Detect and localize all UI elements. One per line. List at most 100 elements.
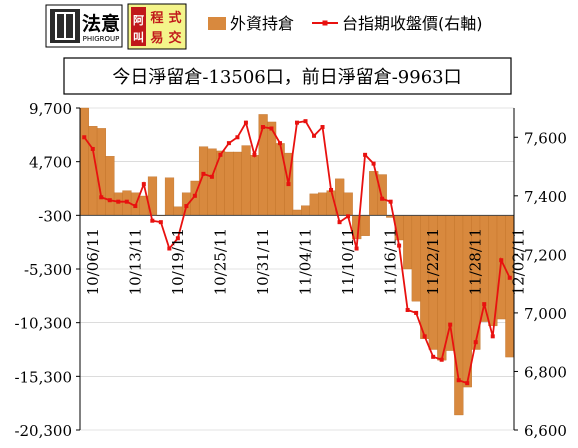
bar bbox=[233, 151, 243, 216]
price-point bbox=[448, 322, 453, 327]
legend: 外資持倉 台指期收盤價(右軸) bbox=[208, 14, 483, 33]
price-point bbox=[414, 310, 419, 315]
bar bbox=[377, 174, 387, 216]
bar bbox=[343, 192, 353, 216]
price-point bbox=[141, 182, 146, 187]
price-point bbox=[405, 307, 410, 312]
price-point bbox=[473, 340, 478, 345]
bar bbox=[207, 148, 217, 216]
price-point bbox=[507, 275, 512, 280]
x-tick-label: 10/31/11 bbox=[254, 228, 272, 295]
right-tick-label: 7,400 bbox=[524, 188, 567, 206]
x-tick-label: 10/25/11 bbox=[211, 228, 229, 295]
price-point bbox=[499, 258, 504, 263]
logo1-text: 法意 bbox=[82, 12, 120, 35]
price-point bbox=[218, 152, 223, 157]
left-tick-label: -15,300 bbox=[14, 368, 72, 386]
bar bbox=[360, 215, 370, 236]
price-point bbox=[107, 198, 112, 203]
price-point bbox=[465, 381, 470, 386]
legend-bar-swatch bbox=[208, 17, 226, 30]
price-point bbox=[354, 246, 359, 251]
price-point bbox=[346, 214, 351, 219]
price-point bbox=[439, 357, 444, 362]
price-point bbox=[422, 334, 427, 339]
bar bbox=[250, 155, 260, 216]
bar bbox=[411, 215, 421, 302]
price-point bbox=[90, 146, 95, 151]
left-tick-label: -300 bbox=[38, 207, 72, 225]
left-tick-label: -10,300 bbox=[14, 315, 72, 333]
price-point bbox=[363, 152, 368, 157]
price-point bbox=[184, 204, 189, 209]
left-axis: 9,700 4,700 -300 -5,300 -10,300 -15,300 -20,30… bbox=[14, 100, 81, 440]
price-point bbox=[482, 302, 487, 307]
price-point bbox=[99, 195, 104, 200]
right-axis: 7,600 7,400 7,200 7,000 6,800 6,600 bbox=[513, 108, 567, 440]
logo2-char-5: 式 bbox=[168, 10, 181, 26]
x-tick-label: 11/22/11 bbox=[424, 228, 442, 295]
price-point bbox=[312, 133, 317, 138]
line-series bbox=[82, 119, 512, 386]
price-point bbox=[388, 199, 393, 204]
left-tick-label: 4,700 bbox=[29, 154, 72, 172]
price-point bbox=[82, 135, 87, 140]
bar bbox=[301, 205, 311, 216]
price-point bbox=[277, 141, 282, 146]
price-point bbox=[167, 246, 172, 251]
price-point bbox=[150, 218, 155, 223]
headline-text: 今日淨留倉-13506口，前日淨留倉-9963口 bbox=[112, 67, 461, 88]
price-point bbox=[175, 236, 180, 241]
x-tick-label: 11/28/11 bbox=[467, 228, 485, 295]
price-point bbox=[337, 220, 342, 225]
headline-box: 今日淨留倉-13506口，前日淨留倉-9963口 bbox=[63, 57, 512, 95]
left-tick-label: -5,300 bbox=[24, 261, 72, 279]
right-tick-label: 7,600 bbox=[524, 129, 567, 147]
right-tick-label: 6,800 bbox=[524, 363, 567, 381]
logo2-char-6: 交 bbox=[168, 30, 181, 46]
x-tick-label: 11/04/11 bbox=[297, 228, 315, 295]
x-tick-label: 10/13/11 bbox=[126, 228, 144, 295]
right-tick-label: 7,000 bbox=[524, 305, 567, 323]
price-point bbox=[124, 199, 129, 204]
price-point bbox=[456, 378, 461, 383]
price-point bbox=[201, 171, 206, 176]
left-tick-label: -20,300 bbox=[14, 422, 72, 440]
bar bbox=[113, 192, 124, 216]
bar bbox=[173, 206, 183, 216]
logo2-char-1: 阿 bbox=[133, 13, 144, 27]
price-point bbox=[243, 120, 248, 125]
price-point bbox=[329, 187, 334, 192]
x-tick-label: 11/16/11 bbox=[382, 228, 400, 295]
price-point bbox=[303, 119, 308, 124]
bar bbox=[96, 128, 107, 216]
price-point bbox=[295, 120, 299, 125]
price-point bbox=[116, 199, 121, 204]
logo1-sub: PHIGROUP bbox=[83, 35, 120, 43]
bar bbox=[454, 215, 464, 416]
left-tick-label: 9,700 bbox=[29, 100, 72, 118]
phigroup-logo: 法意 PHIGROUP bbox=[45, 4, 123, 48]
price-point bbox=[209, 174, 214, 179]
legend-line-marker bbox=[322, 20, 328, 26]
bar bbox=[79, 107, 89, 216]
price-point bbox=[371, 161, 376, 166]
logo2-char-4: 易 bbox=[150, 31, 163, 46]
bar bbox=[275, 143, 285, 216]
bar bbox=[224, 151, 234, 216]
right-tick-label: 7,200 bbox=[524, 246, 567, 264]
bar bbox=[105, 156, 115, 216]
x-tick-label: 12/02/11 bbox=[509, 228, 527, 295]
bar bbox=[292, 209, 302, 216]
price-point bbox=[226, 141, 231, 146]
x-tick-label: 10/06/11 bbox=[84, 228, 102, 295]
bar bbox=[309, 193, 319, 216]
price-point bbox=[252, 152, 257, 157]
price-point bbox=[320, 125, 325, 130]
logo2-char-2: 叫 bbox=[133, 30, 144, 44]
price-point bbox=[380, 196, 385, 201]
bar bbox=[267, 121, 277, 216]
bar bbox=[241, 145, 251, 216]
